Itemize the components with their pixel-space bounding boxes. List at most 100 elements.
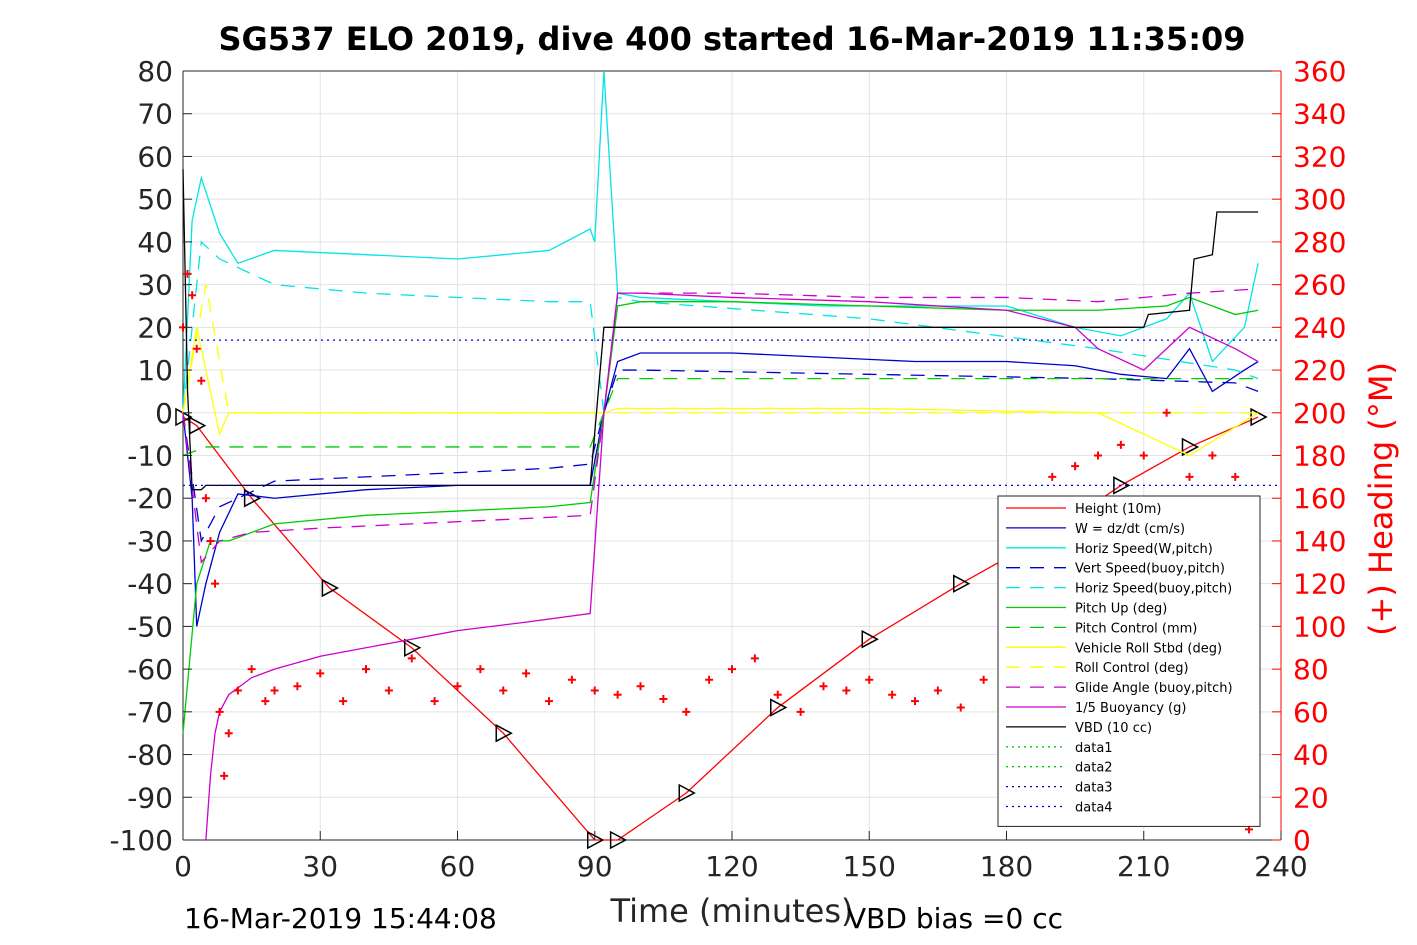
y-tick-label: 0 [155,397,173,430]
x-tick-label: 210 [1117,850,1170,883]
y-tick-label: -30 [127,525,173,558]
heading-marker [911,697,919,706]
legend-entry: W = dz/dt (cm/s) [1075,522,1185,537]
x-tick-label: 240 [1254,850,1307,883]
height-marker [1181,437,1200,457]
y-right-tick-label: 0 [1293,824,1311,857]
legend-entry: data2 [1075,761,1113,776]
heading-marker [206,536,215,545]
heading-marker [270,686,279,695]
series-line-6 [182,377,1259,457]
y-tick-label: 60 [137,140,173,173]
y-right-tick-label: 360 [1293,55,1346,88]
y-tick-label: -70 [127,696,173,729]
legend-entry: Height (10m) [1075,502,1161,517]
legend-entry: Vert Speed(buoy,pitch) [1075,562,1225,577]
heading-marker [453,682,462,691]
heading-marker [261,697,270,706]
y-tick-label: -80 [127,739,173,772]
heading-marker [567,675,576,684]
y-tick-label: -50 [127,610,173,643]
heading-marker [316,669,325,678]
y-right-tick-label: 40 [1293,739,1329,772]
legend-entry: 1/5 Buoyancy (g) [1075,701,1186,716]
legend-box [997,495,1261,827]
y-tick-label: -10 [127,440,173,473]
y-axis-right-ticks: 3603403203002802602402202001801601401201… [1272,55,1346,857]
heading-marker [796,707,805,716]
heading-marker [293,682,302,691]
height-marker [770,698,788,717]
series-line-4 [182,240,1259,413]
y-right-tick-label: 340 [1293,98,1346,131]
height-marker [678,783,696,803]
y-right-tick-label: 240 [1293,311,1346,344]
heading-marker [407,654,416,663]
heading-marker [1048,472,1057,481]
y-right-tick-label: 320 [1293,140,1346,173]
heading-marker [1116,440,1125,449]
y-tick-label: 40 [137,226,173,259]
height-marker [321,578,339,598]
y-tick-label: -100 [109,824,173,857]
heading-marker [1071,462,1080,471]
heading-marker [220,771,229,780]
heading-marker [979,675,988,684]
height-marker [609,830,628,850]
y-right-tick-label: 120 [1293,568,1346,601]
height-marker [495,723,513,743]
series-line-1 [182,347,1259,627]
height-marker [243,488,262,508]
heading-marker [197,376,206,385]
x-tick-label: 180 [980,850,1033,883]
heading-marker [636,682,645,691]
y-tick-label: 70 [137,98,173,131]
heading-marker [476,665,485,674]
series-line-9 [182,288,1259,564]
heading-marker [728,665,736,674]
legend-entry: Horiz Speed(W,pitch) [1075,542,1213,557]
legend-entry: Vehicle Roll Stbd (deg) [1075,641,1222,656]
heading-marker [545,697,553,706]
series-line-5 [182,296,1259,734]
legend-entry: Glide Angle (buoy,pitch) [1075,681,1233,696]
legend-entry: Pitch Up (deg) [1075,602,1167,617]
y-right-tick-label: 20 [1293,781,1329,814]
y-tick-label: 30 [137,269,173,302]
y-right-tick-label: 80 [1293,653,1329,686]
legend-entry: data3 [1075,781,1113,796]
heading-marker [430,697,439,706]
y-tick-label: -20 [127,482,173,515]
heading-marker [613,690,622,699]
heading-marker [224,729,233,738]
series-line-8 [182,284,1259,414]
heading-marker [1231,472,1240,481]
heading-marker [682,707,691,716]
legend-entry: data1 [1075,741,1113,756]
heading-marker [215,707,224,716]
heading-marker [192,344,201,353]
x-axis-label: Time (minutes) [610,892,854,930]
legend-entry: VBD (10 cc) [1075,721,1152,736]
legend-entry: data4 [1075,801,1113,816]
y-tick-label: -40 [127,568,173,601]
heading-marker [1094,451,1102,460]
y-right-tick-label: 260 [1293,269,1346,302]
height-marker [861,629,879,649]
heading-marker [211,579,220,588]
height-marker [953,574,971,593]
heading-marker [201,494,210,503]
x-tick-label: 120 [705,850,758,883]
x-tick-label: 0 [174,850,192,883]
y-axis-left-ticks: 80 70 60 50 40 30 20 10 0 -10 -20 -30 -40 -50 -60 -70 -8… [109,55,192,857]
y-right-tick-label: 280 [1293,226,1346,259]
heading-marker [590,686,599,695]
y-right-tick-label: 160 [1293,482,1346,515]
series-line-11 [182,169,1259,491]
heading-marker [188,291,197,300]
heading-marker [933,686,942,695]
x-tick-label: 60 [440,850,476,883]
legend-entry: Pitch Control (mm) [1075,621,1197,636]
y-axis-right-label: (+) Heading (°M) [1362,362,1400,636]
